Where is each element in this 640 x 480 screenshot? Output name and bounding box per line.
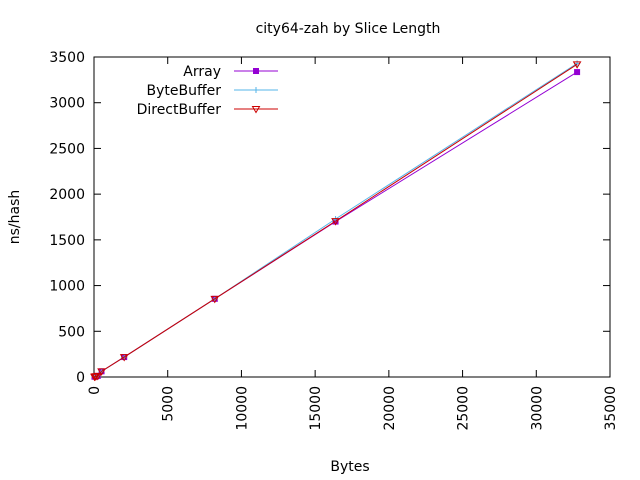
y-tick-label: 500: [58, 324, 85, 340]
data-point: [97, 368, 106, 376]
y-tick-label: 2500: [49, 141, 85, 157]
legend: Array ByteBuffer DirectBuffer: [137, 64, 278, 118]
legend-label: DirectBuffer: [137, 102, 222, 118]
y-axis-label: ns/hash: [7, 190, 23, 245]
data-point: [331, 218, 340, 226]
x-tick-label: 25000: [456, 386, 472, 431]
y-tick-label: 0: [76, 370, 85, 386]
y-tick-label: 1000: [49, 279, 85, 295]
x-tick-label: 15000: [308, 386, 324, 431]
x-tick-label: 10000: [234, 386, 250, 431]
data-point: [574, 69, 581, 76]
x-tick-label: 0: [87, 386, 103, 395]
x-axis-label: Bytes: [330, 459, 369, 475]
data-point: [253, 87, 259, 93]
x-tick-label: 30000: [529, 386, 545, 431]
y-tick-label: 3000: [49, 96, 85, 112]
legend-label: ByteBuffer: [147, 83, 222, 99]
series-directbuffer: [90, 61, 582, 382]
x-tick-label: 5000: [161, 386, 177, 422]
y-tick-label: 2000: [49, 187, 85, 203]
data-point: [572, 61, 582, 69]
y-tick-label: 1500: [49, 233, 85, 249]
data-point: [119, 354, 129, 362]
data-point: [93, 372, 103, 381]
x-tick-label: 35000: [603, 386, 619, 431]
data-point: [210, 295, 220, 304]
legend-label: Array: [183, 64, 221, 80]
series-line: [94, 63, 578, 378]
plot-series: [90, 60, 582, 382]
data-point: [253, 68, 259, 74]
chart-title: city64-zah by Slice Length: [256, 21, 441, 37]
x-tick-label: 20000: [382, 386, 398, 431]
data-point: [251, 106, 261, 114]
y-tick-label: 3500: [49, 50, 85, 66]
plot-border: [93, 56, 611, 378]
